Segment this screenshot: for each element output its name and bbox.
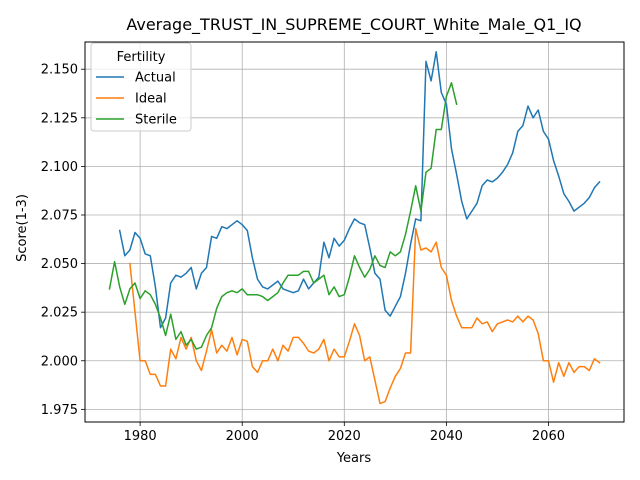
x-tick-label: 2040 [430, 429, 463, 444]
y-tick-label: 2.100 [41, 160, 78, 175]
legend-label-sterile: Sterile [135, 113, 177, 128]
x-axis-ticks: 1980 2000 2020 2040 2060 [124, 422, 565, 444]
chart-title: Average_TRUST_IN_SUPREME_COURT_White_Mal… [126, 15, 581, 35]
series-line-actual [118, 50, 601, 329]
series-lines [108, 50, 601, 405]
grid [85, 42, 624, 422]
y-tick-label: 1.975 [41, 403, 78, 418]
legend-box [90, 42, 192, 132]
y-tick-label: 2.000 [41, 354, 78, 369]
legend: Fertility Actual Ideal Sterile [90, 42, 192, 132]
y-axis-label: Score(1-3) [15, 194, 30, 262]
y-tick-label: 2.025 [41, 306, 78, 321]
legend-label-ideal: Ideal [135, 92, 167, 107]
legend-label-actual: Actual [135, 71, 176, 86]
y-tick-label: 2.150 [41, 63, 78, 78]
y-tick-label: 2.125 [41, 111, 78, 126]
x-tick-label: 2060 [532, 429, 565, 444]
x-tick-label: 1980 [124, 429, 157, 444]
legend-entries: Actual Ideal Sterile [96, 71, 177, 128]
x-tick-label: 2020 [328, 429, 361, 444]
legend-title: Fertility [117, 50, 166, 65]
y-tick-label: 2.075 [41, 208, 78, 223]
x-tick-label: 2000 [226, 429, 259, 444]
plot-area-frame [84, 41, 625, 423]
series-line-sterile [108, 82, 458, 350]
series-line-ideal [129, 227, 601, 405]
x-axis-label: Years [336, 451, 372, 466]
y-axis-ticks: 1.975 2.000 2.025 2.050 2.075 2.100 2.125 2.150 [41, 63, 85, 418]
y-tick-label: 2.050 [41, 257, 78, 272]
